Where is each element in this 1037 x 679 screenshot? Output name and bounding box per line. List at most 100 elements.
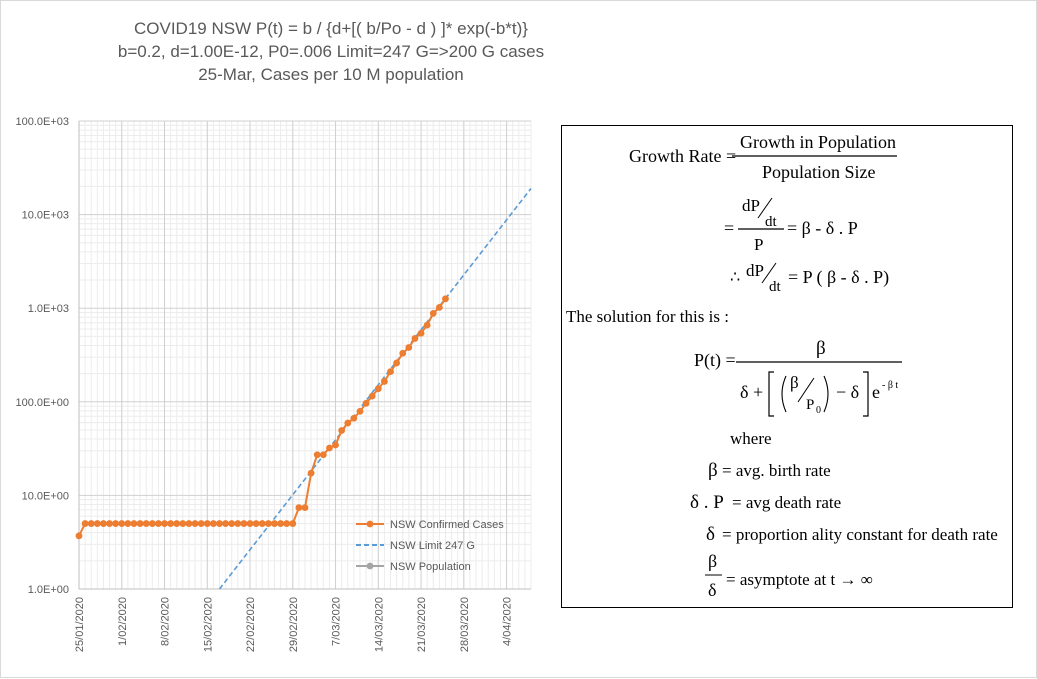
formula-image: Growth Rate = Growth in Population Popul… (566, 132, 998, 600)
svg-text:e: e (872, 382, 880, 402)
data-point-confirmed (100, 520, 107, 527)
svg-text:= β - δ . P: = β - δ . P (787, 218, 858, 238)
delta-symbol: δ (706, 524, 715, 545)
data-point-confirmed (350, 414, 358, 422)
x-tick-label: 8/02/2020 (160, 597, 172, 646)
beta-symbol: β (708, 460, 718, 481)
data-point-confirmed (112, 520, 120, 527)
svg-text:=: = (724, 218, 734, 238)
data-point-confirmed (142, 520, 150, 527)
data-point-confirmed (240, 520, 248, 527)
data-point-confirmed (399, 349, 407, 357)
svg-text:β: β (816, 338, 826, 359)
data-point-confirmed (130, 520, 138, 527)
def-asymptote: = asymptote at t → ∞ (726, 570, 873, 589)
svg-text:δ +: δ + (740, 382, 763, 402)
solution-text: The solution for this is : (566, 307, 729, 326)
y-tick-label: 1.0E+03 (28, 303, 69, 315)
growth-denominator: Population Size (762, 162, 876, 182)
svg-text:dP: dP (746, 261, 764, 280)
svg-text:= P ( β - δ . P): = P ( β - δ . P) (788, 267, 889, 288)
y-tick-label: 10.0E+03 (22, 210, 69, 222)
rate-equation: = dP dt P = β - δ . P (724, 196, 858, 254)
data-point-confirmed (124, 520, 132, 527)
x-tick-label: 14/03/2020 (373, 597, 385, 652)
growth-numerator: Growth in Population (740, 132, 896, 152)
data-point-confirmed (319, 451, 327, 459)
data-point-confirmed (362, 399, 370, 407)
data-point-confirmed (435, 303, 443, 311)
data-point-confirmed (417, 329, 425, 337)
legend-label: NSW Confirmed Cases (390, 519, 504, 531)
data-point-confirmed (423, 321, 431, 329)
y-tick-label: 100.0E+00 (15, 397, 69, 409)
data-point-confirmed (429, 309, 437, 317)
pt-label: P(t) = (694, 350, 736, 371)
data-point-confirmed (368, 392, 376, 400)
data-point-confirmed (191, 520, 199, 527)
y-tick-label: 100.0E+03 (15, 116, 69, 128)
svg-text:β: β (790, 373, 799, 392)
where-text: where (730, 429, 772, 448)
data-point-confirmed (93, 520, 101, 527)
data-point-confirmed (148, 520, 156, 527)
data-point-confirmed (75, 532, 83, 540)
data-point-confirmed (155, 520, 162, 527)
data-point-confirmed (277, 520, 284, 527)
data-point-confirmed (87, 520, 95, 527)
data-point-confirmed (387, 368, 394, 376)
data-point-confirmed (411, 335, 419, 342)
data-point-confirmed (167, 520, 175, 527)
data-point-confirmed (356, 407, 364, 415)
chart-subtitle-2: 25-Mar, Cases per 10 M population (198, 65, 464, 84)
x-tick-label: 22/02/2020 (245, 597, 257, 652)
data-point-confirmed (332, 441, 339, 449)
data-point-confirmed (173, 520, 181, 527)
data-point-confirmed (338, 427, 346, 434)
x-tick-label: 1/02/2020 (117, 597, 129, 646)
legend-swatch-marker (366, 562, 374, 570)
data-point-confirmed (203, 520, 211, 527)
data-point-confirmed (374, 385, 382, 393)
legend-swatch-marker (366, 520, 374, 528)
data-point-confirmed (258, 520, 266, 527)
data-point-confirmed (161, 520, 168, 527)
x-tick-label: 25/01/2020 (74, 597, 86, 652)
data-point-confirmed (209, 520, 217, 527)
x-tick-label: 15/02/2020 (202, 597, 214, 652)
growth-rate-label: Growth Rate = (629, 146, 736, 166)
data-point-confirmed (271, 520, 278, 527)
svg-text:P: P (754, 235, 763, 254)
svg-text:dt: dt (769, 279, 782, 295)
data-point-confirmed (307, 469, 315, 477)
def-birth-rate: = avg. birth rate (722, 461, 831, 480)
chart-title: COVID19 NSW P(t) = b / {d+[( b/Po - d ) … (134, 19, 528, 38)
data-point-confirmed (216, 520, 223, 527)
legend-label: NSW Limit 247 G (390, 540, 475, 552)
data-point-confirmed (393, 359, 401, 367)
data-point-confirmed (295, 504, 303, 512)
x-tick-label: 28/03/2020 (459, 597, 471, 652)
x-tick-label: 7/03/2020 (331, 597, 343, 646)
svg-text:∴: ∴ (730, 269, 740, 286)
data-point-confirmed (313, 451, 321, 459)
data-point-confirmed (301, 504, 309, 512)
data-point-confirmed (344, 419, 352, 427)
data-point-confirmed (197, 520, 205, 527)
data-point-confirmed (289, 520, 297, 527)
data-point-confirmed (179, 520, 187, 527)
svg-text:β: β (708, 551, 717, 571)
svg-text:0: 0 (816, 405, 821, 416)
def-proportionality: = proportion ality constant for death ra… (722, 525, 998, 544)
svg-text:dP: dP (742, 196, 760, 215)
delta-p-symbol: δ . P (690, 492, 724, 513)
svg-text:dt: dt (765, 214, 778, 230)
data-point-confirmed (234, 520, 242, 527)
data-point-confirmed (442, 295, 449, 303)
svg-text:δ: δ (708, 580, 716, 600)
data-point-confirmed (118, 520, 126, 527)
svg-text:P: P (806, 397, 814, 413)
y-tick-label: 10.0E+00 (22, 490, 69, 502)
svg-text:− δ: − δ (836, 382, 859, 402)
